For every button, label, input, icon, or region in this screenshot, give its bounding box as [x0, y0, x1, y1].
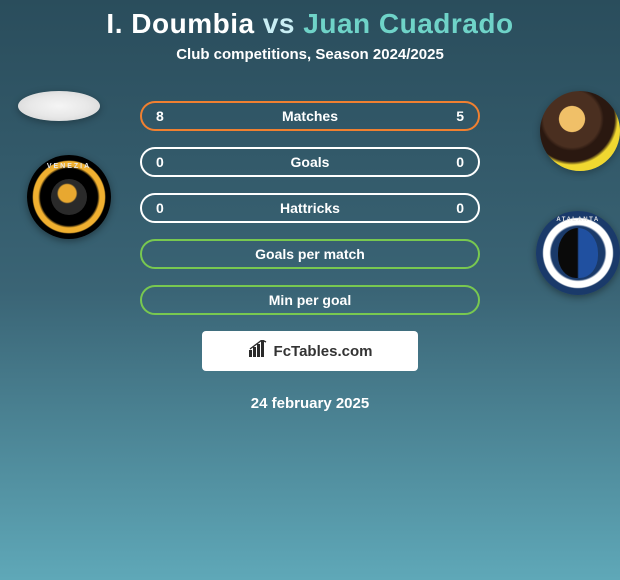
atalanta-label: ATALANTA [556, 217, 599, 223]
stat-right-value: 5 [456, 108, 464, 124]
stat-label: Min per goal [269, 292, 351, 308]
subtitle: Club competitions, Season 2024/2025 [0, 46, 620, 63]
stat-row: 8 Matches 5 [140, 101, 480, 131]
club-logo-venezia: VENEZIA [27, 155, 111, 239]
stats-panel: 8 Matches 5 0 Goals 0 0 Hattricks 0 Goals per mat… [140, 93, 480, 315]
stat-left-value: 0 [156, 154, 164, 170]
stat-row: 0 Goals 0 [140, 147, 480, 177]
stat-row: 0 Hattricks 0 [140, 193, 480, 223]
stat-row: Goals per match [140, 239, 480, 269]
page-title: I. Doumbia vs Juan Cuadrado [0, 8, 620, 40]
stat-right-value: 0 [456, 200, 464, 216]
stat-left-value: 8 [156, 108, 164, 124]
watermark-text: FcTables.com [274, 343, 373, 360]
title-player2: Juan Cuadrado [303, 8, 513, 39]
player1-photo [18, 91, 100, 121]
title-vs: vs [263, 8, 295, 39]
atalanta-crest-icon [558, 228, 598, 278]
stat-row: Min per goal [140, 285, 480, 315]
stat-right-value: 0 [456, 154, 464, 170]
date: 24 february 2025 [0, 395, 620, 412]
content: VENEZIA ATALANTA 8 Matches 5 0 Goals 0 0 Hattri… [0, 93, 620, 412]
stat-left-value: 0 [156, 200, 164, 216]
stat-label: Goals per match [255, 246, 365, 262]
header: I. Doumbia vs Juan Cuadrado Club competi… [0, 0, 620, 63]
venezia-label: VENEZIA [47, 163, 91, 170]
stat-label: Matches [282, 108, 338, 124]
venezia-lion-icon [51, 179, 87, 215]
player2-photo [540, 91, 620, 171]
stat-label: Goals [291, 154, 330, 170]
chart-icon [248, 340, 268, 362]
title-player1: I. Doumbia [106, 8, 254, 39]
watermark: FcTables.com [202, 331, 418, 371]
club-logo-atalanta: ATALANTA [536, 211, 620, 295]
stat-label: Hattricks [280, 200, 340, 216]
